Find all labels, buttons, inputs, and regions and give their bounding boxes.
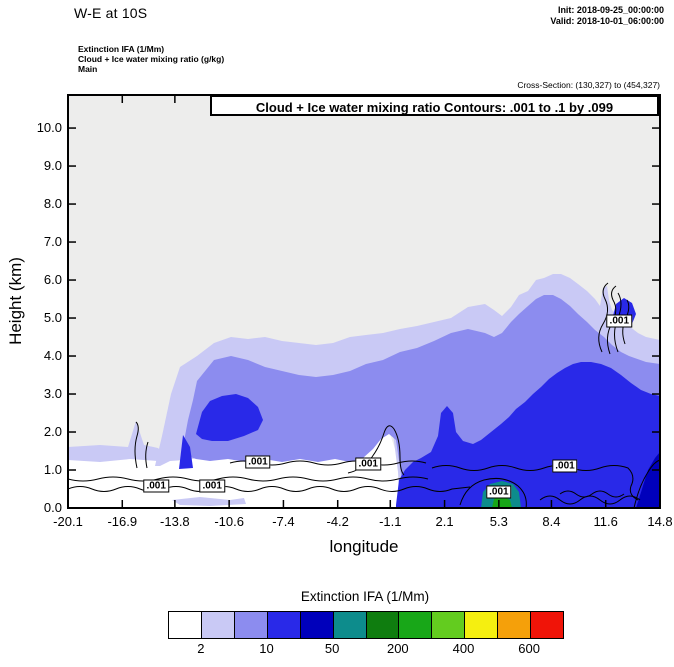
colorbar: [168, 611, 564, 639]
contour-label: .001: [143, 479, 169, 493]
contour-title-box: Cloud + Ice water mixing ratio Contours:…: [210, 95, 659, 116]
fill-dark-left-streak: [179, 435, 193, 469]
colorbar-cell: [465, 612, 499, 638]
colorbar-label: 400: [452, 641, 475, 656]
x-tick-label: -1.1: [379, 514, 402, 529]
x-tick-label: 8.4: [542, 514, 561, 529]
colorbar-label: 200: [386, 641, 409, 656]
field-extinction-label: Extinction IFA (1/Mm): [78, 44, 165, 54]
contour-fill-layers: [68, 274, 660, 508]
contour-label: .001: [355, 457, 381, 471]
contour-label: .001: [245, 455, 271, 469]
fill-dark-left-blob: [196, 394, 263, 441]
colorbar-cell: [169, 612, 202, 638]
x-tick-label: 11.6: [593, 514, 618, 529]
x-tick-label: 5.3: [489, 514, 508, 529]
contour-label: .001: [486, 485, 512, 499]
x-tick-label: -7.4: [272, 514, 295, 529]
y-tick-label: 3.0: [43, 386, 62, 402]
colorbar-title: Extinction IFA (1/Mm): [300, 589, 430, 604]
field-legend-block: Extinction IFA (1/Mm) Cloud + Ice water …: [78, 44, 224, 74]
x-tick-label: -16.9: [107, 514, 138, 529]
y-tick-label: 1.0: [43, 462, 62, 477]
colorbar-cell: [498, 612, 532, 638]
colorbar-cell: [333, 612, 367, 638]
y-tick-label: 6.0: [43, 272, 62, 288]
y-tick-label: 5.0: [43, 310, 62, 326]
colorbar-cell: [531, 612, 564, 638]
cross-section-info: Cross-Section: (130,327) to (454,327): [517, 80, 660, 90]
x-tick-label: 2.1: [435, 514, 454, 529]
x-tick-label: -13.8: [160, 514, 190, 529]
colorbar-cell: [234, 612, 268, 638]
fill-dark-right-mass: [396, 362, 660, 508]
y-tick-label: 8.0: [43, 196, 62, 212]
colorbar-cell: [300, 612, 334, 638]
colorbar-cell: [201, 612, 235, 638]
y-tick-label: 0.0: [43, 500, 62, 515]
x-tick-label: -20.1: [53, 514, 83, 529]
colorbar-label: 2: [197, 641, 205, 656]
field-cloud-ice-label: Cloud + Ice water mixing ratio (g/kg): [78, 54, 225, 64]
y-tick-label: 9.0: [43, 158, 62, 174]
contour-label: .001: [199, 479, 225, 493]
page-title: W-E at 10S: [74, 5, 148, 21]
colorbar-cell: [267, 612, 301, 638]
y-tick-label: 10.0: [36, 120, 62, 136]
colorbar-label: 10: [259, 641, 274, 656]
init-time: Init: 2018-09-25_00:00:00: [557, 5, 664, 15]
fill-green-patch: [492, 496, 512, 508]
fill-light-bottom-strip: [172, 497, 246, 506]
colorbar-cell: [432, 612, 466, 638]
y-tick-label: 4.0: [43, 348, 62, 364]
y-axis-title: Height (km): [6, 257, 25, 345]
contour-label: .001: [552, 459, 578, 473]
contour-label: .001: [606, 314, 633, 328]
colorbar-cell: [366, 612, 400, 638]
fill-navy-corner: [636, 452, 660, 508]
x-tick-label: -4.2: [326, 514, 349, 529]
colorbar-label: 50: [324, 641, 340, 656]
x-tick-label: 14.8: [647, 514, 673, 529]
y-tick-label: 2.0: [43, 424, 62, 439]
valid-time: Valid: 2018-10-01_06:00:00: [550, 16, 664, 26]
colorbar-label: 600: [518, 641, 540, 656]
x-axis-title: longitude: [329, 537, 399, 556]
cloud-contour-lines: [68, 282, 660, 508]
field-domain-label: Main: [78, 64, 98, 74]
colorbar-cell: [399, 612, 433, 638]
init-valid-block: Init: 2018-09-25_00:00:00 Valid: 2018-10…: [550, 5, 664, 27]
x-tick-label: -10.6: [214, 514, 244, 529]
y-tick-label: 7.0: [43, 234, 62, 250]
